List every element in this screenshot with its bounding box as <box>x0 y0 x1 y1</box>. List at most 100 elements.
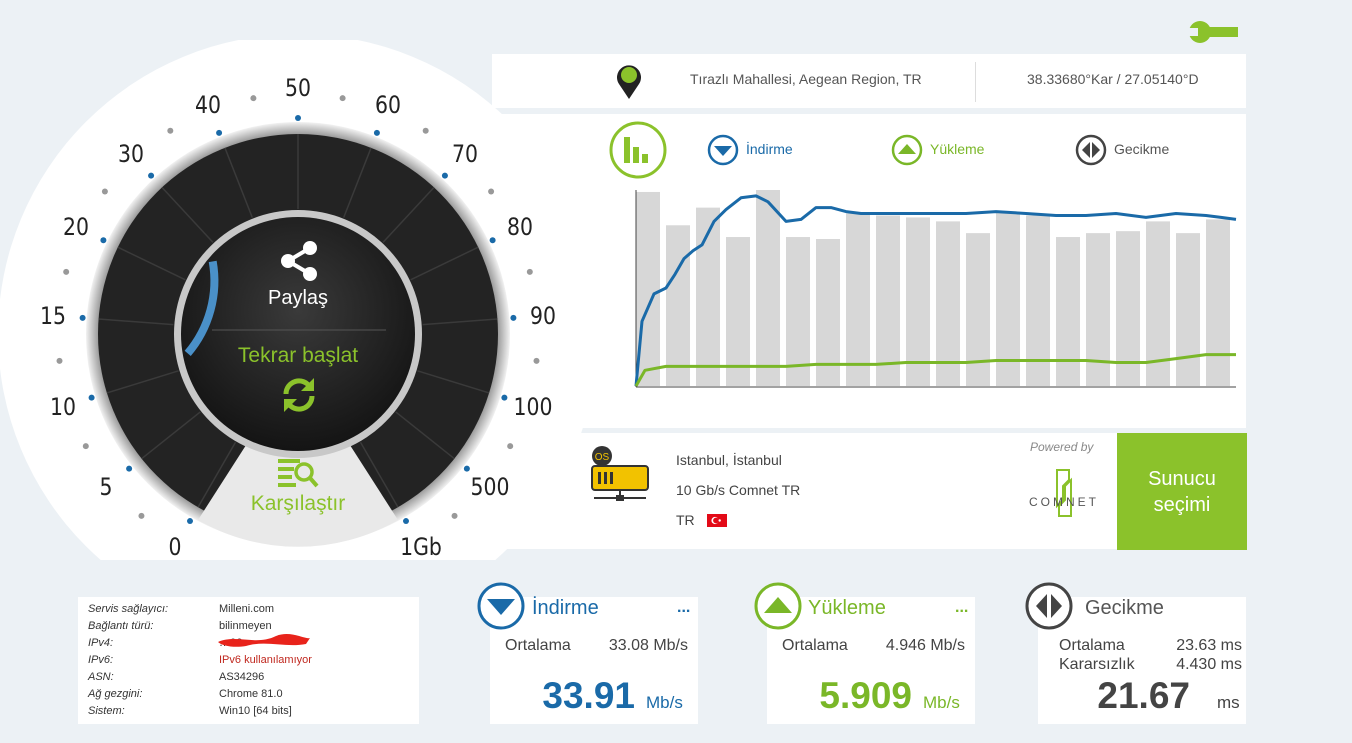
upload-arrow-icon <box>891 134 923 166</box>
ping-latency-value: 21.67 <box>1097 675 1190 716</box>
gauge-dot <box>422 127 429 134</box>
gauge-tick-mark <box>295 115 301 121</box>
ping-bar <box>906 217 930 386</box>
gauge-tick-mark <box>79 314 86 321</box>
gauge-dot <box>82 443 89 450</box>
info-key: IPv4: <box>88 637 114 649</box>
ping-unit: ms <box>1217 693 1240 712</box>
ping-bar <box>846 213 870 386</box>
gauge-dot <box>507 443 514 450</box>
gauge-segment-line <box>395 411 455 460</box>
gauge-tick-mark <box>148 172 155 179</box>
turkey-flag-icon <box>707 514 727 527</box>
ping-bar <box>786 237 810 386</box>
ping-jitter-label: Kararsızlık <box>1059 656 1135 673</box>
compare-label[interactable]: Karşılaştır <box>250 492 346 515</box>
gauge-dot <box>488 188 495 195</box>
gauge-segment-line <box>417 370 490 394</box>
gauge-segment-line <box>106 370 179 394</box>
legend-download-label: İndirme <box>746 141 793 157</box>
refresh-icon[interactable] <box>278 374 320 416</box>
server-select-label-1: Sunucu <box>1148 467 1216 490</box>
gauge-dot <box>451 512 458 519</box>
ping-title: Gecikme <box>1085 597 1164 619</box>
share-button[interactable]: Paylaş <box>267 287 329 309</box>
gauge-dot <box>167 127 174 134</box>
gauge-dot <box>63 268 70 275</box>
ping-bar <box>756 190 780 386</box>
ping-bar <box>996 211 1020 386</box>
download-avg-value: 33.08 Mb/s <box>608 637 688 654</box>
gauge-dots <box>56 95 540 525</box>
gauge-tick-mark <box>441 172 448 179</box>
ping-bar <box>1206 219 1230 386</box>
info-key: ASN: <box>88 671 114 683</box>
ping-arrows-icon <box>1075 134 1107 166</box>
ping-bar <box>936 221 960 386</box>
upload-avg-label: Ortalama <box>782 637 848 654</box>
info-value: Milleni.com <box>219 603 275 615</box>
gauge-tick-mark <box>489 237 496 244</box>
upload-more-button[interactable]: ... <box>955 599 969 616</box>
powered-by-label: Powered by <box>1030 440 1094 454</box>
download-speed-line <box>634 194 1237 387</box>
gauge-segment-line <box>359 441 399 508</box>
wrench-settings-icon[interactable] <box>1186 18 1240 46</box>
info-key: IPv6: <box>88 654 114 666</box>
server-select-label-2: seçimi <box>1153 493 1211 516</box>
gauge-segments <box>98 134 498 508</box>
download-result-card <box>490 597 698 724</box>
ping-bar <box>1056 237 1080 386</box>
gauge-segment-line <box>224 147 254 218</box>
gauge-segment-line <box>422 318 498 326</box>
gauge-tick-mark <box>510 314 517 321</box>
ping-bar <box>816 239 840 386</box>
ping-result-card <box>1038 597 1246 724</box>
ping-bar <box>1026 215 1050 386</box>
comnet-logo: COMNET <box>1027 466 1101 528</box>
connection-info-panel <box>78 597 419 724</box>
map-pin-icon <box>617 65 641 99</box>
gauge-segment-line <box>161 186 214 243</box>
download-speed-value: 33.91 <box>542 675 635 716</box>
upload-unit: Mb/s <box>923 693 960 712</box>
ping-bar <box>726 237 750 386</box>
info-value: Win10 [64 bits] <box>219 705 292 717</box>
location-name: Tırazlı Mahallesi, Aegean Region, TR <box>690 71 922 87</box>
download-title: İndirme <box>532 597 599 619</box>
gauge-dot <box>56 357 63 364</box>
gauge-segment-line <box>197 441 237 508</box>
gauge-tick-mark <box>126 465 133 472</box>
ping-bar <box>1176 233 1200 386</box>
share-icon[interactable] <box>276 238 322 284</box>
legend-ping-label: Gecikme <box>1114 141 1170 157</box>
info-value: Chrome 81.0 <box>219 688 283 700</box>
redaction-scribble <box>218 634 310 647</box>
ping-bar <box>1116 231 1140 386</box>
info-value: bilinmeyen <box>219 620 272 632</box>
ping-bar <box>666 225 690 386</box>
info-value: IPv6 kullanılamıyor <box>219 654 312 666</box>
gauge-tick-mark <box>373 129 380 136</box>
restart-button[interactable]: Tekrar başlat <box>237 344 359 367</box>
download-unit: Mb/s <box>646 693 683 712</box>
legend-upload-label: Yükleme <box>930 141 985 157</box>
gauge-segment-line <box>342 147 372 218</box>
compare-button[interactable] <box>198 442 398 547</box>
download-arrow-icon <box>477 582 525 630</box>
gauge-dot <box>101 188 108 195</box>
svg-text:OS: OS <box>595 452 610 463</box>
gauge-segment-line <box>141 411 201 460</box>
download-more-button[interactable]: ... <box>677 599 691 616</box>
gauge-dot <box>138 512 145 519</box>
bar-chart-icon[interactable] <box>609 121 667 179</box>
server-select-button[interactable]: Sunucu seçimi <box>1117 433 1247 550</box>
gauge-segment-line <box>98 318 174 326</box>
gauge-tick-mark <box>403 518 409 525</box>
gauge-center <box>181 217 415 451</box>
divider <box>975 62 976 102</box>
compare-icon[interactable] <box>276 455 320 489</box>
server-icon: OS <box>591 446 649 501</box>
server-isp: 10 Gb/s Comnet TR <box>676 482 801 498</box>
ping-avg-value: 23.63 ms <box>1176 637 1242 654</box>
